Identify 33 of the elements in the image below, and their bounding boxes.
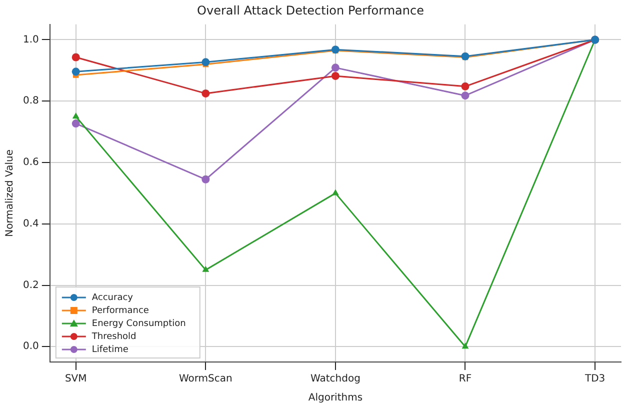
legend-label: Performance xyxy=(92,306,150,316)
y-axis-title: Normalized Value xyxy=(4,150,16,237)
point xyxy=(461,82,470,90)
x-axis-title: Algorithms xyxy=(308,392,363,404)
legend-label: Lifetime xyxy=(92,344,129,355)
point xyxy=(202,58,210,66)
point xyxy=(72,120,80,128)
y-tick-label: 0.2 xyxy=(22,280,39,291)
x-tick-label: TD3 xyxy=(584,374,606,385)
legend-label: Accuracy xyxy=(92,292,134,303)
y-tick-label: 0.0 xyxy=(22,341,39,352)
point xyxy=(331,64,340,72)
y-tick-label: 0.6 xyxy=(22,157,39,168)
x-tick-label: Watchdog xyxy=(310,374,360,385)
y-tick-label: 0.8 xyxy=(22,96,39,107)
point xyxy=(72,68,80,76)
chart-title: Overall Attack Detection Performance xyxy=(197,3,424,18)
point xyxy=(202,175,210,184)
x-tick-label: SVM xyxy=(64,374,87,385)
point xyxy=(72,112,80,118)
point xyxy=(332,189,339,196)
legend-label: Energy Consumption xyxy=(92,318,186,329)
point xyxy=(72,53,80,62)
point xyxy=(461,92,470,100)
x-tick-label: WormScan xyxy=(178,374,232,385)
point xyxy=(202,89,210,98)
legend-label: Threshold xyxy=(90,332,136,342)
y-tick-label: 1.0 xyxy=(22,34,39,46)
y-tick-label: 0.4 xyxy=(22,218,39,230)
point xyxy=(202,266,210,272)
point xyxy=(462,342,469,349)
x-tick-label: RF xyxy=(458,374,472,385)
point xyxy=(331,72,340,80)
